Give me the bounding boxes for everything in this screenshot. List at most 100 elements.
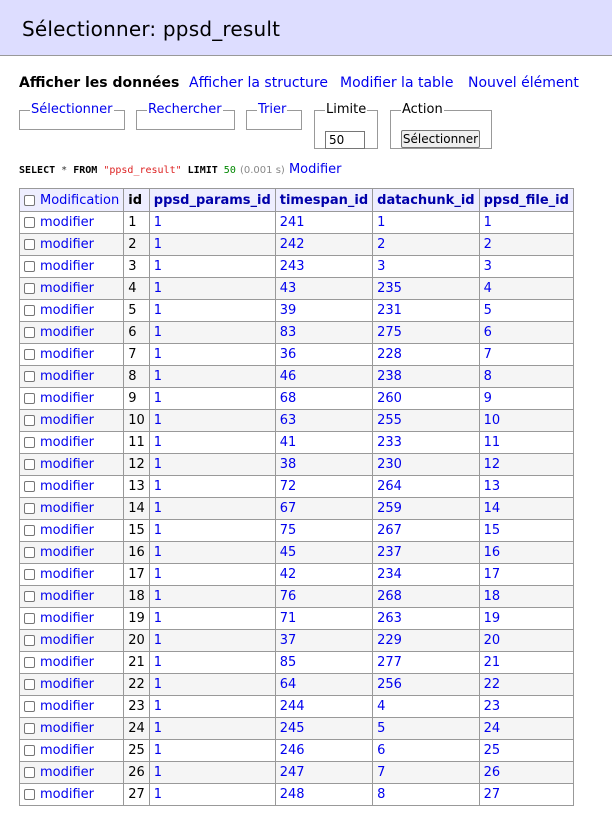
cell-timespan-id[interactable]: 244: [274, 695, 374, 718]
row-edit-link[interactable]: modifier: [40, 215, 95, 230]
cell-ppsd-file-id[interactable]: 9: [478, 387, 574, 410]
cell-ppsd-params-id[interactable]: 1: [148, 387, 276, 410]
cell-ppsd-file-id[interactable]: 25: [478, 739, 574, 762]
cell-datachunk-id[interactable]: 5: [372, 717, 480, 740]
cell-datachunk-id[interactable]: 264: [372, 475, 480, 498]
row-checkbox[interactable]: [24, 459, 35, 470]
cell-timespan-id[interactable]: 42: [274, 563, 374, 586]
col-id[interactable]: id: [123, 188, 150, 212]
cell-ppsd-file-id[interactable]: 2: [478, 233, 574, 256]
col-modification-label[interactable]: Modification: [40, 192, 120, 208]
row-checkbox[interactable]: [24, 569, 35, 580]
cell-ppsd-params-id[interactable]: 1: [148, 739, 276, 762]
row-edit-link[interactable]: modifier: [40, 501, 95, 516]
cell-datachunk-id[interactable]: 255: [372, 409, 480, 432]
row-checkbox[interactable]: [24, 283, 35, 294]
cell-datachunk-id[interactable]: 7: [372, 761, 480, 784]
cell-datachunk-id[interactable]: 228: [372, 343, 480, 366]
row-edit-link[interactable]: modifier: [40, 633, 95, 648]
row-checkbox[interactable]: [24, 415, 35, 426]
cell-ppsd-file-id[interactable]: 5: [478, 299, 574, 322]
row-edit-link[interactable]: modifier: [40, 655, 95, 670]
cell-ppsd-params-id[interactable]: 1: [148, 695, 276, 718]
row-checkbox[interactable]: [24, 745, 35, 756]
nav-show-structure[interactable]: Afficher la structure: [189, 75, 328, 91]
cell-ppsd-params-id[interactable]: 1: [148, 211, 276, 234]
cell-ppsd-file-id[interactable]: 11: [478, 431, 574, 454]
cell-ppsd-file-id[interactable]: 4: [478, 277, 574, 300]
cell-ppsd-file-id[interactable]: 15: [478, 519, 574, 542]
row-edit-link[interactable]: modifier: [40, 391, 95, 406]
row-checkbox[interactable]: [24, 701, 35, 712]
cell-ppsd-file-id[interactable]: 3: [478, 255, 574, 278]
row-edit-link[interactable]: modifier: [40, 699, 95, 714]
cell-timespan-id[interactable]: 41: [274, 431, 374, 454]
cell-ppsd-file-id[interactable]: 7: [478, 343, 574, 366]
row-checkbox[interactable]: [24, 393, 35, 404]
cell-timespan-id[interactable]: 43: [274, 277, 374, 300]
row-edit-link[interactable]: modifier: [40, 457, 95, 472]
cell-datachunk-id[interactable]: 234: [372, 563, 480, 586]
row-checkbox[interactable]: [24, 613, 35, 624]
cell-ppsd-params-id[interactable]: 1: [148, 475, 276, 498]
row-edit-link[interactable]: modifier: [40, 413, 95, 428]
cell-ppsd-params-id[interactable]: 1: [148, 431, 276, 454]
cell-ppsd-params-id[interactable]: 1: [148, 607, 276, 630]
col-modification[interactable]: Modification: [18, 188, 125, 212]
cell-timespan-id[interactable]: 68: [274, 387, 374, 410]
cell-timespan-id[interactable]: 46: [274, 365, 374, 388]
nav-new-item[interactable]: Nouvel élément: [468, 75, 579, 91]
cell-ppsd-file-id[interactable]: 10: [478, 409, 574, 432]
cell-timespan-id[interactable]: 36: [274, 343, 374, 366]
cell-timespan-id[interactable]: 39: [274, 299, 374, 322]
row-checkbox[interactable]: [24, 679, 35, 690]
sort-legend-link[interactable]: Trier: [258, 102, 287, 117]
row-edit-link[interactable]: modifier: [40, 743, 95, 758]
row-edit-link[interactable]: modifier: [40, 259, 95, 274]
row-checkbox[interactable]: [24, 217, 35, 228]
row-edit-link[interactable]: modifier: [40, 303, 95, 318]
cell-ppsd-params-id[interactable]: 1: [148, 343, 276, 366]
cell-ppsd-file-id[interactable]: 22: [478, 673, 574, 696]
col-ppsd-params-id[interactable]: ppsd_params_id: [148, 188, 276, 212]
cell-ppsd-params-id[interactable]: 1: [148, 453, 276, 476]
cell-ppsd-params-id[interactable]: 1: [148, 629, 276, 652]
cell-ppsd-params-id[interactable]: 1: [148, 299, 276, 322]
row-edit-link[interactable]: modifier: [40, 721, 95, 736]
nav-show-data[interactable]: Afficher les données: [19, 75, 180, 91]
cell-timespan-id[interactable]: 71: [274, 607, 374, 630]
cell-datachunk-id[interactable]: 2: [372, 233, 480, 256]
row-checkbox[interactable]: [24, 789, 35, 800]
cell-ppsd-file-id[interactable]: 19: [478, 607, 574, 630]
cell-datachunk-id[interactable]: 233: [372, 431, 480, 454]
cell-ppsd-params-id[interactable]: 1: [148, 717, 276, 740]
row-checkbox[interactable]: [24, 371, 35, 382]
cell-datachunk-id[interactable]: 275: [372, 321, 480, 344]
cell-ppsd-file-id[interactable]: 26: [478, 761, 574, 784]
cell-datachunk-id[interactable]: 260: [372, 387, 480, 410]
row-edit-link[interactable]: modifier: [40, 677, 95, 692]
cell-timespan-id[interactable]: 242: [274, 233, 374, 256]
cell-datachunk-id[interactable]: 256: [372, 673, 480, 696]
cell-ppsd-params-id[interactable]: 1: [148, 541, 276, 564]
cell-timespan-id[interactable]: 75: [274, 519, 374, 542]
row-checkbox[interactable]: [24, 723, 35, 734]
cell-datachunk-id[interactable]: 3: [372, 255, 480, 278]
edit-query-link[interactable]: Modifier: [288, 162, 342, 177]
row-checkbox[interactable]: [24, 767, 35, 778]
cell-timespan-id[interactable]: 245: [274, 717, 374, 740]
row-edit-link[interactable]: modifier: [40, 589, 95, 604]
cell-timespan-id[interactable]: 38: [274, 453, 374, 476]
cell-ppsd-file-id[interactable]: 13: [478, 475, 574, 498]
cell-datachunk-id[interactable]: 4: [372, 695, 480, 718]
cell-datachunk-id[interactable]: 237: [372, 541, 480, 564]
row-checkbox[interactable]: [24, 591, 35, 602]
cell-timespan-id[interactable]: 83: [274, 321, 374, 344]
row-edit-link[interactable]: modifier: [40, 479, 95, 494]
cell-ppsd-file-id[interactable]: 24: [478, 717, 574, 740]
cell-datachunk-id[interactable]: 1: [372, 211, 480, 234]
cell-timespan-id[interactable]: 243: [274, 255, 374, 278]
cell-ppsd-params-id[interactable]: 1: [148, 321, 276, 344]
cell-datachunk-id[interactable]: 263: [372, 607, 480, 630]
cell-ppsd-params-id[interactable]: 1: [148, 585, 276, 608]
